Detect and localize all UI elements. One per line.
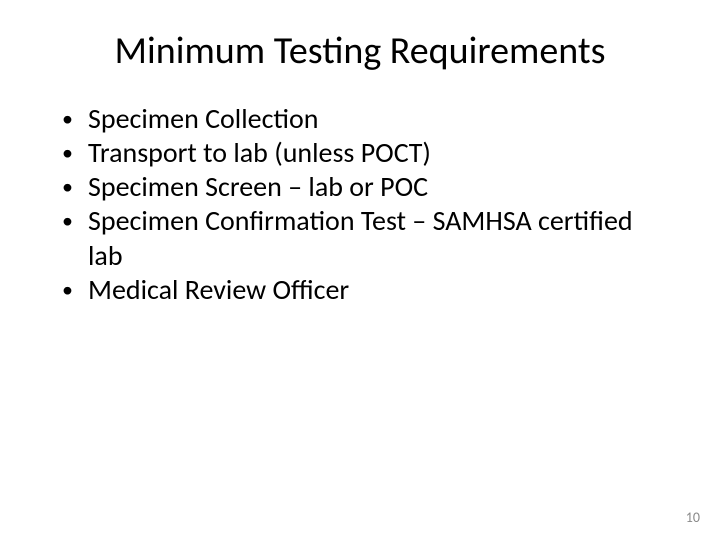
page-number: 10 [686,509,700,526]
bullet-item: Transport to lab (unless POCT) [62,136,672,170]
slide-container: Minimum Testing Requirements Specimen Co… [0,0,720,540]
bullet-item: Specimen Screen – lab or POC [62,170,672,204]
bullet-item: Specimen Collection [62,102,672,136]
slide-title: Minimum Testing Requirements [48,28,672,74]
bullet-list: Specimen Collection Transport to lab (un… [48,102,672,307]
bullet-item: Specimen Confirmation Test – SAMHSA cert… [62,204,672,272]
bullet-item: Medical Review Officer [62,273,672,307]
